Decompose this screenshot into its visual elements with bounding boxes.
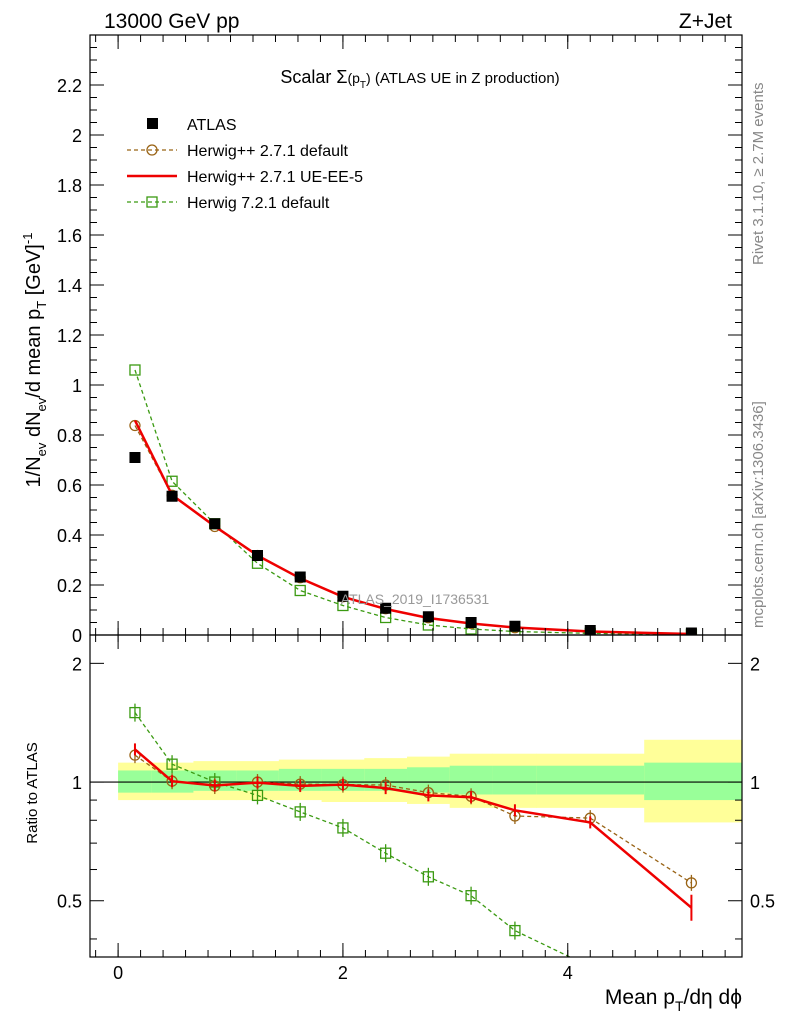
legend: ATLAS Herwig++ 2.7.1 default Herwig++ 2.… [127,117,363,212]
ratio-point-h721 [509,924,521,937]
main-axes: 0 0.2 0.4 0.6 0.8 1 1.2 1.4 1.6 1.8 2 2.2 [57,35,742,646]
point-h721 [129,364,141,376]
ratio-axes: 0.5 0.5 1 1 2 2 0 2 4 [57,635,775,983]
band-inner [492,765,537,795]
ratio-point-h721 [129,706,141,719]
point-h721 [166,475,178,487]
plot-title-open: (p [347,70,360,86]
ratio-ytick-label: 0.5 [57,892,82,912]
ratio-ytick-label: 1 [72,773,82,793]
ratio-ytick-label-right: 1 [750,773,760,793]
main-ytick-label: 2 [72,126,82,146]
ratio-point-h721 [166,758,178,770]
main-ytick-label: 0.8 [57,426,82,446]
main-ytick-label: 2.2 [57,76,82,96]
ylabel-a-sub: ev [34,442,49,456]
side-text-rivet: Rivet 3.1.10, ≥ 2.7M events [750,83,767,266]
point-h271def [129,419,141,432]
xlabel-sub: T [675,998,684,1014]
point-atlas [465,617,477,628]
main-ytick-label: 1.8 [57,176,82,196]
ratio-panel: 0.5 0.5 1 1 2 2 0 2 4 Ratio to ATLAS [24,634,775,983]
main-ytick-label: 1 [72,376,82,396]
ratio-frame [89,634,743,958]
point-atlas [166,490,178,502]
ratio-point-h721 [465,890,477,902]
watermark: ATLAS_2019_I1736531 [341,591,490,607]
plot-title-post: (ATLAS UE in Z production) [371,70,560,87]
point-atlas [294,571,306,583]
ylabel-b-sub: ev [34,397,49,411]
main-ytick-label: 1.2 [57,326,82,346]
main-ytick-label: 1.6 [57,226,82,246]
legend-label-h271ue: Herwig++ 2.7.1 UE-EE-5 [187,169,363,186]
ratio-ytick-label-right: 0.5 [750,892,775,912]
ratio-point-h721 [337,822,349,834]
legend-marker-atlas [147,118,158,129]
ratio-point-h721 [294,806,306,818]
legend-marker-h271def [146,144,158,156]
point-atlas [685,627,697,635]
series-line-h721 [134,369,692,635]
main-panel: 00.20.40.60.811.21.41.61.822.2 Scalar Σ(… [20,34,743,646]
xlabel-pre: Mean p [605,986,675,1009]
legend-label-atlas: ATLAS [187,117,237,134]
ylabel-c-sub: T [34,301,49,309]
point-atlas [509,620,521,632]
main-ytick-label: 1.4 [57,276,82,296]
ratio-point-h271def [685,877,698,889]
header-left: 13000 GeV pp [104,10,239,33]
main-ylabel: 1/Nev dNev/d mean pT [GeV]-1 [20,233,49,488]
x-axis-label: Mean pT/dη dϕ [605,986,742,1014]
plot-title-pre: Scalar Σ [280,67,347,87]
ratio-plot-area [90,703,742,957]
xlabel-post: /dη dϕ [684,986,742,1009]
point-atlas [251,550,263,561]
legend-label-h271def: Herwig++ 2.7.1 default [187,143,349,160]
point-atlas [422,611,434,623]
main-plot-area [129,364,698,635]
point-atlas [380,602,392,614]
plot-title-close: ) [366,70,371,86]
ratio-ytick-label-right: 2 [750,654,760,674]
ratio-line-h271ue [134,748,693,909]
plot-title: Scalar Σ(pT) (ATLAS UE in Z production) [280,67,559,91]
main-ytick-label: 0.4 [57,526,82,546]
point-h721 [294,584,306,597]
ylabel-c: /d mean p [23,309,45,398]
main-ytick-label: 0.6 [57,476,82,496]
ratio-point-h721 [379,847,392,859]
ratio-ytick-label: 2 [72,654,82,674]
ratio-line-h271def [134,754,692,884]
ratio-ylabel: Ratio to ATLAS [24,742,41,843]
ylabel-a: 1/N [23,456,45,487]
point-atlas [209,518,221,530]
point-atlas [129,452,141,463]
plot-title-sub: T [360,80,366,91]
ylabel-b: dN [23,411,45,442]
ratio-point-h721 [251,789,264,802]
main-ytick-label: 0.2 [57,576,82,596]
point-atlas [337,590,349,602]
band-inner [536,765,645,795]
series-line-h271ue [133,419,692,635]
main-ytick-label: 0 [72,626,82,646]
legend-label-h721: Herwig 7.2.1 default [187,195,330,212]
ratio-xtick-label: 4 [563,963,573,983]
band-inner [644,762,742,801]
ratio-xtick-label: 2 [338,963,348,983]
header-right: Z+Jet [679,10,732,33]
ratio-point-h721 [422,871,435,883]
ylabel-d: [GeV] [23,244,45,301]
ratio-xtick-label: 0 [113,963,123,983]
legend-marker-h721 [146,196,158,208]
ylabel-d-sup: -1 [20,233,35,245]
side-text-mcplots: mcplots.cern.ch [arXiv:1306.3436] [750,401,767,628]
